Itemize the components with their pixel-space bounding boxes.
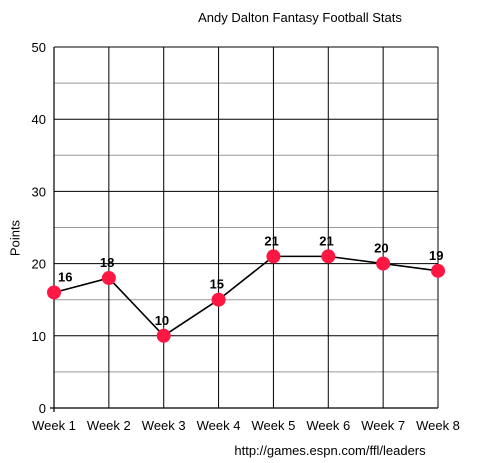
- data-point: [321, 249, 336, 264]
- x-tick-label: Week 3: [142, 418, 186, 433]
- data-point: [156, 328, 171, 343]
- y-tick-label: 40: [32, 112, 46, 127]
- data-label: 19: [429, 248, 443, 263]
- x-tick-label: Week 1: [32, 418, 76, 433]
- y-tick-label: 20: [32, 257, 46, 272]
- data-point: [376, 256, 391, 271]
- data-point: [266, 249, 281, 264]
- x-tick-label: Week 6: [306, 418, 350, 433]
- data-label: 20: [374, 241, 388, 256]
- data-label: 21: [319, 233, 333, 248]
- source-url: http://games.espn.com/ffl/leaders: [234, 443, 426, 458]
- y-tick-label: 0: [39, 401, 46, 416]
- data-point: [431, 263, 445, 278]
- data-label: 10: [155, 313, 169, 328]
- x-tick-label: Week 5: [252, 418, 296, 433]
- y-tick-label: 50: [32, 40, 46, 55]
- x-tick-label: Week 7: [361, 418, 405, 433]
- data-label: 15: [210, 277, 224, 292]
- x-tick-label: Week 8: [416, 418, 460, 433]
- chart-title: Andy Dalton Fantasy Football Stats: [198, 10, 402, 25]
- data-label: 21: [264, 233, 278, 248]
- data-point: [101, 271, 116, 286]
- x-tick-label: Week 4: [197, 418, 241, 433]
- data-label: 16: [58, 269, 72, 284]
- x-tick-label: Week 2: [87, 418, 131, 433]
- data-point: [211, 292, 226, 307]
- series-line: [53, 255, 439, 337]
- y-tick-label: 10: [32, 329, 46, 344]
- data-point: [47, 285, 61, 300]
- data-label: 18: [100, 255, 114, 270]
- y-tick-label: 30: [32, 184, 46, 199]
